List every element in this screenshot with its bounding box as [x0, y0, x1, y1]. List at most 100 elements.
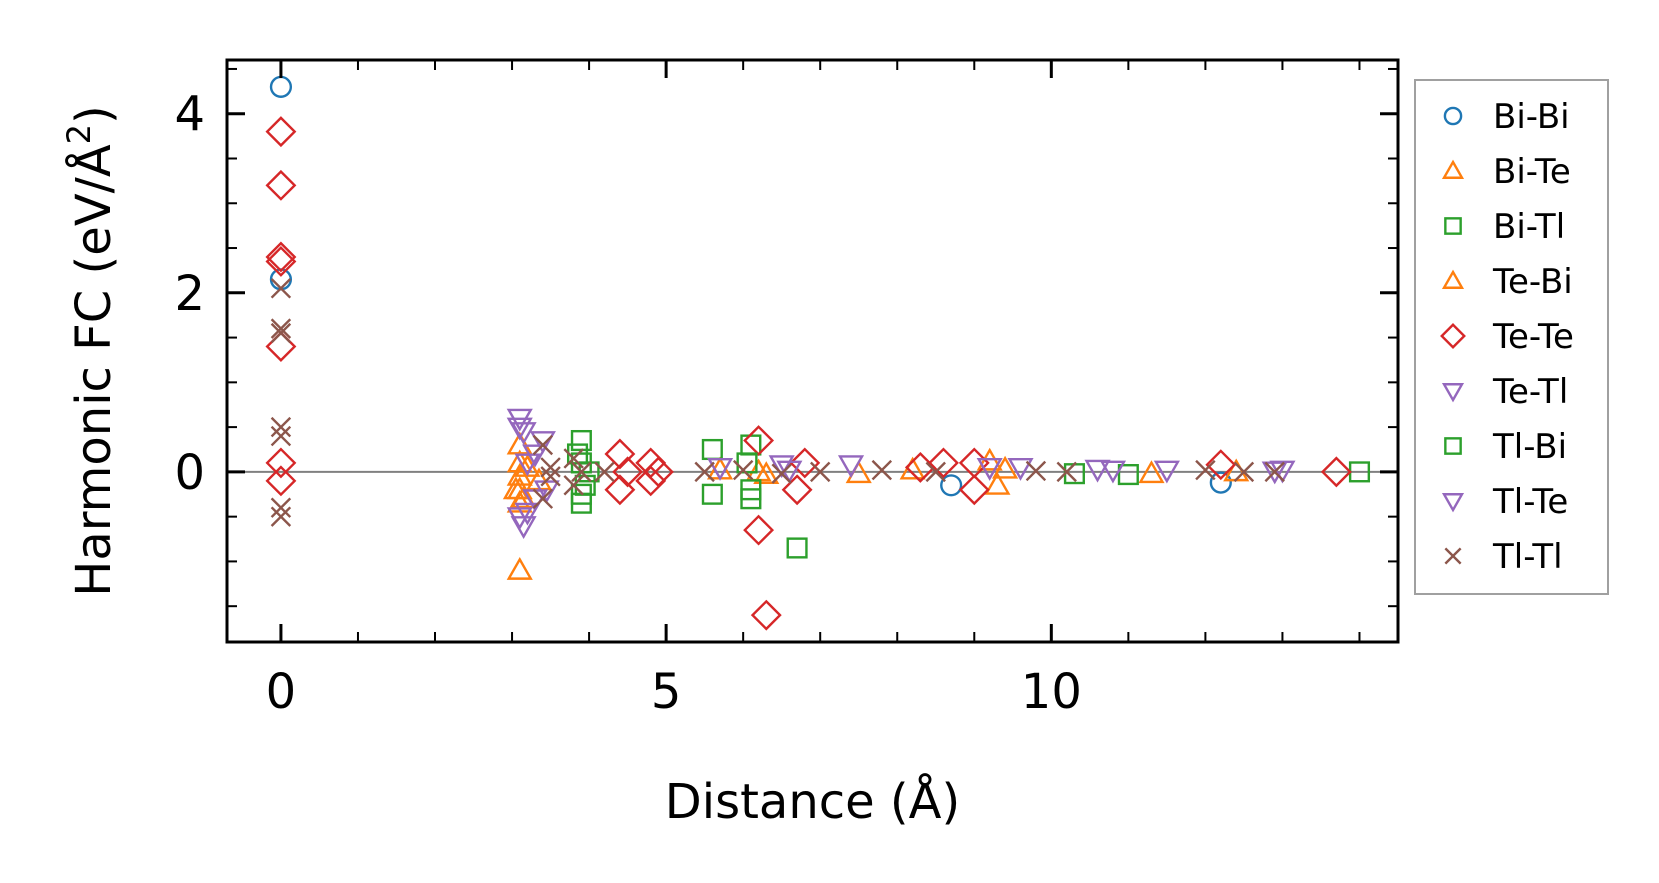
- data-point: [270, 506, 292, 527]
- data-point: [1233, 461, 1255, 483]
- x-axis-title: Distance (Å): [665, 773, 960, 830]
- data-point-stroke: [771, 463, 792, 484]
- data-point: [612, 456, 644, 488]
- series-te-te: [265, 116, 1352, 631]
- data-point: [514, 453, 541, 477]
- legend-item: Tl-Bi: [1444, 427, 1567, 467]
- data-point: [786, 537, 808, 559]
- data-point-stroke: [563, 475, 584, 496]
- data-point: [837, 455, 865, 479]
- data-point: [506, 449, 533, 473]
- legend-label: Te-Tl: [1492, 372, 1568, 412]
- legend-box: [1414, 79, 1609, 595]
- data-point-stroke: [1195, 459, 1216, 481]
- legend-marker: [1441, 493, 1465, 513]
- data-point: [743, 514, 775, 546]
- data-point: [265, 169, 297, 201]
- data-point-stroke: [732, 459, 754, 481]
- data-point: [265, 246, 297, 277]
- data-point: [928, 447, 959, 479]
- data-point-stroke: [270, 322, 292, 344]
- data-point: [1264, 461, 1285, 483]
- tick-labels: 0 5 10 0 2 4: [174, 87, 1081, 720]
- data-point-stroke: [1264, 461, 1285, 483]
- data-point: [1056, 461, 1077, 483]
- data-point: [701, 483, 723, 505]
- x-tick-label: 10: [1021, 664, 1082, 720]
- legend-item: Tl-Tl: [1444, 537, 1563, 577]
- legend-item: Te-Bi: [1441, 262, 1573, 302]
- data-point: [925, 461, 946, 483]
- data-point-stroke: [594, 461, 615, 483]
- y-axis-title-main: Harmonic FC (eV/Å: [65, 144, 122, 597]
- data-point: [594, 461, 615, 483]
- data-point-stroke: [270, 506, 292, 527]
- data-point: [753, 461, 780, 485]
- data-point: [604, 438, 636, 470]
- data-point: [940, 474, 963, 497]
- data-point: [740, 479, 762, 501]
- data-point: [958, 474, 990, 506]
- data-point: [1099, 460, 1127, 484]
- y-tick-label: 0: [174, 445, 205, 501]
- data-point: [265, 447, 297, 479]
- data-point: [750, 599, 782, 631]
- y-tick-label: 4: [174, 87, 205, 143]
- legend-marker: [1441, 269, 1465, 289]
- data-point: [1261, 461, 1288, 485]
- x-tick-label: 0: [266, 664, 297, 720]
- data-point: [270, 425, 292, 447]
- data-point: [270, 278, 292, 299]
- data-point-stroke: [532, 488, 554, 509]
- legend-item: Te-Te: [1440, 317, 1574, 357]
- legend-marker: [1440, 323, 1466, 349]
- legend-label: Bi-Bi: [1493, 97, 1570, 137]
- legend-label: Tl-Te: [1492, 482, 1568, 522]
- legend-marker: [1444, 437, 1462, 455]
- data-point-stroke: [871, 459, 893, 481]
- data-point: [1007, 457, 1034, 481]
- legend-marker: [1441, 383, 1465, 403]
- data-point: [270, 318, 292, 339]
- data-point: [976, 457, 1003, 481]
- data-point: [635, 465, 667, 497]
- data-point: [563, 448, 584, 469]
- data-point: [540, 466, 561, 487]
- axis-ticks: [227, 60, 1398, 642]
- y-tick-label: 2: [174, 266, 205, 322]
- data-point: [270, 497, 292, 518]
- legend-item: Te-Tl: [1441, 372, 1568, 412]
- data-point: [732, 459, 754, 481]
- data-point: [1205, 449, 1237, 481]
- data-point: [1084, 459, 1111, 483]
- data-point: [532, 434, 554, 456]
- data-point: [871, 459, 893, 481]
- y-axis-title: Harmonic FC (eV/Å2): [60, 105, 122, 597]
- data-point: [506, 556, 533, 580]
- data-point: [265, 116, 297, 148]
- data-point-stroke: [540, 466, 561, 487]
- legend-item: Bi-Te: [1441, 152, 1571, 192]
- legend-item: Bi-Tl: [1444, 207, 1565, 247]
- legend-marker: [1441, 159, 1465, 179]
- y-axis-title-superscript: 2: [60, 124, 98, 144]
- data-point: [563, 475, 584, 496]
- data-point-stroke: [810, 461, 831, 483]
- legend-label: Bi-Tl: [1493, 207, 1565, 247]
- data-point-stroke: [270, 425, 292, 447]
- legend-item: Tl-Te: [1441, 482, 1568, 522]
- data-point-stroke: [540, 457, 561, 478]
- data-point-stroke: [270, 318, 292, 339]
- data-point: [265, 465, 297, 497]
- data-point: [642, 456, 674, 488]
- series-te-tl: [506, 408, 1296, 540]
- legend-label: Te-Te: [1492, 317, 1574, 357]
- data-point: [706, 457, 734, 481]
- data-point-stroke: [270, 278, 292, 299]
- data-point-stroke: [270, 497, 292, 518]
- data-point: [540, 457, 561, 478]
- legend-label: Tl-Bi: [1492, 427, 1567, 467]
- data-point: [1153, 460, 1180, 484]
